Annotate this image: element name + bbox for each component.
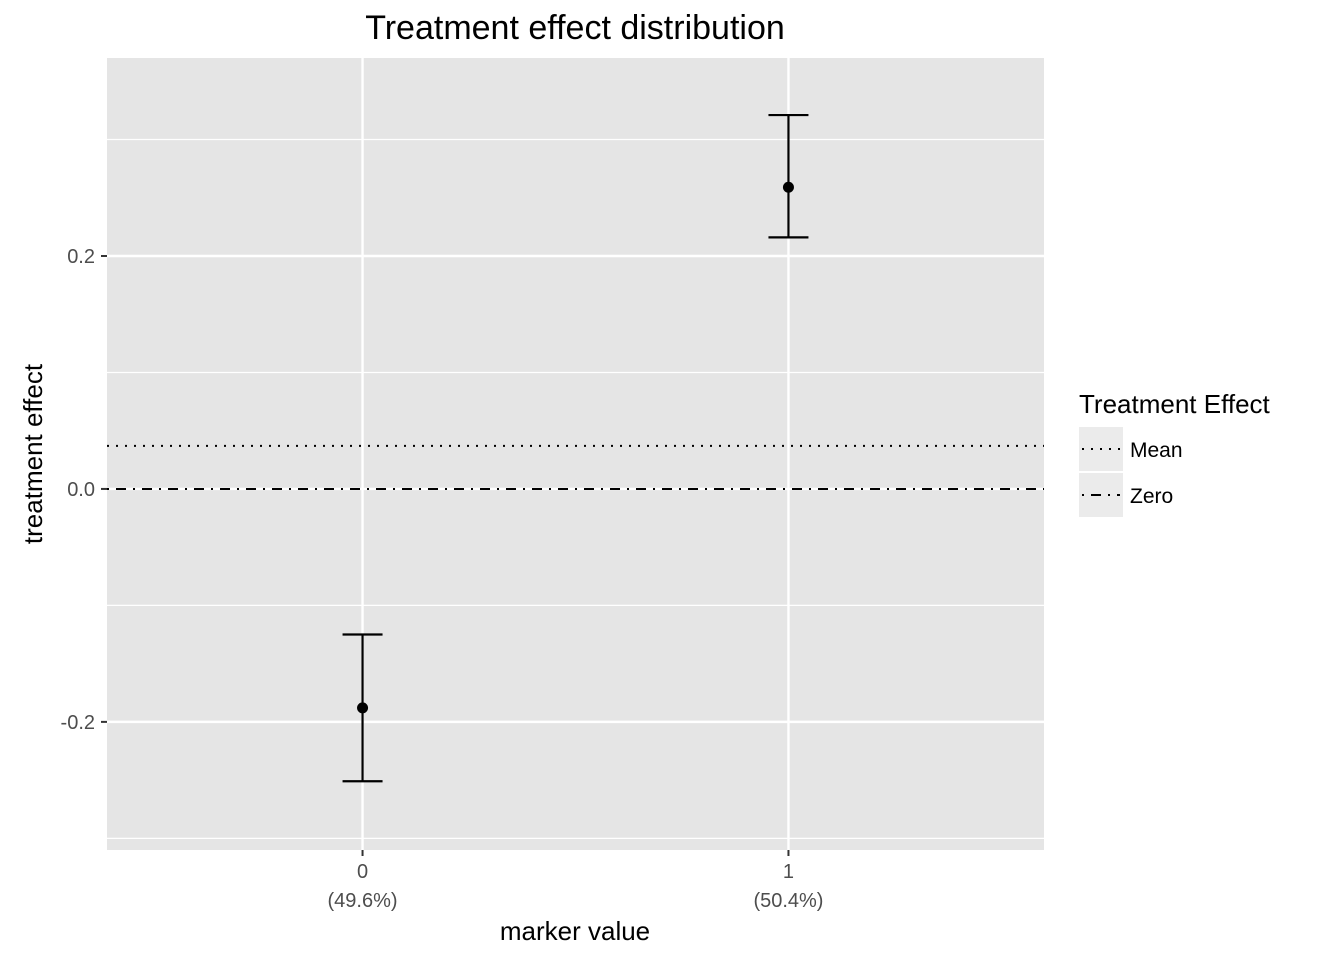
legend: Treatment Effect Mean Zero (1079, 389, 1271, 517)
data-point (357, 702, 369, 714)
legend-label-mean: Mean (1130, 439, 1183, 462)
minor-gridlines (107, 138, 1044, 839)
y-axis-title: treatment effect (18, 363, 48, 544)
x-axis: 0 (49.6%) 1 (50.4%) (328, 850, 823, 912)
y-axis: -0.2 0.0 0.2 (61, 246, 107, 734)
y-tick-label: -0.2 (61, 712, 95, 734)
legend-title: Treatment Effect (1079, 389, 1271, 419)
data-point (782, 181, 794, 193)
data-points (357, 181, 794, 714)
x-tick-label: 1 (783, 861, 794, 883)
y-tick-label: 0.2 (67, 246, 95, 268)
plot-panel (107, 58, 1044, 850)
x-tick-sublabel: (50.4%) (753, 890, 823, 912)
reference-lines (107, 444, 1044, 490)
legend-label-zero: Zero (1130, 485, 1173, 508)
x-tick-label: 0 (357, 861, 368, 883)
x-tick-sublabel: (49.6%) (328, 890, 398, 912)
chart-title: Treatment effect distribution (365, 9, 785, 47)
x-axis-title: marker value (500, 916, 650, 946)
y-tick-label: 0.0 (67, 479, 95, 501)
